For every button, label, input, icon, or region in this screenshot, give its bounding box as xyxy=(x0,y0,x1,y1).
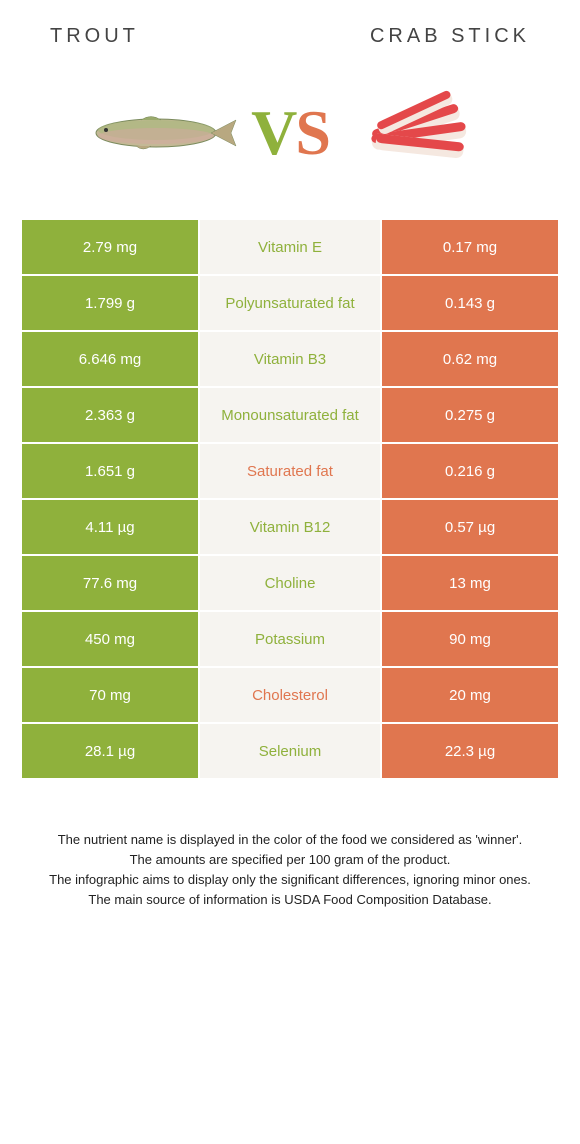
cell-label: Selenium xyxy=(199,723,381,779)
table-row: 2.363 gMonounsaturated fat0.275 g xyxy=(21,387,559,443)
cell-label: Vitamin E xyxy=(199,219,381,275)
cell-label: Vitamin B3 xyxy=(199,331,381,387)
footer: The nutrient name is displayed in the co… xyxy=(0,780,580,931)
cell-left: 28.1 µg xyxy=(21,723,199,779)
cell-right: 0.275 g xyxy=(381,387,559,443)
cell-left: 1.651 g xyxy=(21,443,199,499)
cell-label: Choline xyxy=(199,555,381,611)
cell-right: 90 mg xyxy=(381,611,559,667)
cell-label: Cholesterol xyxy=(199,667,381,723)
crabstick-image xyxy=(339,88,499,178)
cell-label: Polyunsaturated fat xyxy=(199,275,381,331)
footer-line-2: The amounts are specified per 100 gram o… xyxy=(30,850,550,870)
cell-label: Monounsaturated fat xyxy=(199,387,381,443)
header: TROUT CRAB STICK xyxy=(0,0,580,68)
cell-right: 0.143 g xyxy=(381,275,559,331)
cell-left: 77.6 mg xyxy=(21,555,199,611)
vs-s: S xyxy=(295,97,329,168)
cell-left: 4.11 µg xyxy=(21,499,199,555)
header-left: TROUT xyxy=(50,25,139,48)
cell-right: 0.57 µg xyxy=(381,499,559,555)
footer-line-4: The main source of information is USDA F… xyxy=(30,890,550,910)
table-row: 1.651 gSaturated fat0.216 g xyxy=(21,443,559,499)
vs-v: V xyxy=(251,97,295,168)
cell-right: 22.3 µg xyxy=(381,723,559,779)
table-row: 77.6 mgCholine13 mg xyxy=(21,555,559,611)
cell-label: Vitamin B12 xyxy=(199,499,381,555)
cell-left: 2.79 mg xyxy=(21,219,199,275)
table-row: 6.646 mgVitamin B30.62 mg xyxy=(21,331,559,387)
cell-right: 0.62 mg xyxy=(381,331,559,387)
trout-image xyxy=(81,88,241,178)
table-row: 4.11 µgVitamin B120.57 µg xyxy=(21,499,559,555)
cell-left: 6.646 mg xyxy=(21,331,199,387)
cell-left: 70 mg xyxy=(21,667,199,723)
table-row: 2.79 mgVitamin E0.17 mg xyxy=(21,219,559,275)
cell-right: 0.216 g xyxy=(381,443,559,499)
cell-left: 450 mg xyxy=(21,611,199,667)
header-right: CRAB STICK xyxy=(370,25,530,48)
cell-label: Potassium xyxy=(199,611,381,667)
table-row: 1.799 gPolyunsaturated fat0.143 g xyxy=(21,275,559,331)
table-row: 28.1 µgSelenium22.3 µg xyxy=(21,723,559,779)
table-row: 450 mgPotassium90 mg xyxy=(21,611,559,667)
table-row: 70 mgCholesterol20 mg xyxy=(21,667,559,723)
footer-line-1: The nutrient name is displayed in the co… xyxy=(30,830,550,850)
comparison-table: 2.79 mgVitamin E0.17 mg1.799 gPolyunsatu… xyxy=(20,218,560,780)
cell-right: 20 mg xyxy=(381,667,559,723)
vs-label: VS xyxy=(251,96,329,170)
images-row: VS xyxy=(0,68,580,218)
cell-left: 1.799 g xyxy=(21,275,199,331)
cell-right: 13 mg xyxy=(381,555,559,611)
cell-left: 2.363 g xyxy=(21,387,199,443)
footer-line-3: The infographic aims to display only the… xyxy=(30,870,550,890)
cell-label: Saturated fat xyxy=(199,443,381,499)
cell-right: 0.17 mg xyxy=(381,219,559,275)
